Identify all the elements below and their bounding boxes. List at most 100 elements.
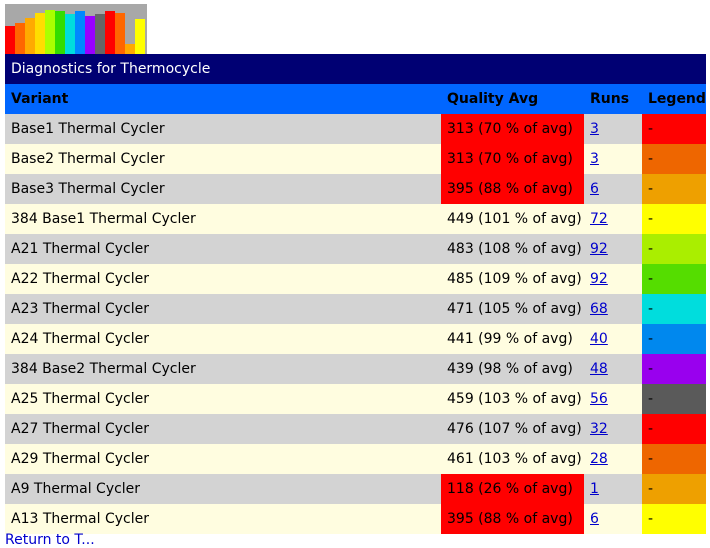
runs-link[interactable]: 3 [590,121,599,137]
variant-cell: 384 Base2 Thermal Cycler [5,354,441,384]
variant-cell: Base2 Thermal Cycler [5,144,441,174]
runs-cell: 40 [584,324,642,354]
logo-bar [85,16,95,54]
quality-avg-cell: 395 (88 % of avg) [441,504,584,534]
runs-cell: 3 [584,114,642,144]
legend-swatch: - [642,324,706,354]
runs-link[interactable]: 68 [590,301,608,317]
quality-avg-cell: 485 (109 % of avg) [441,264,584,294]
runs-link[interactable]: 48 [590,361,608,377]
return-link[interactable]: Return to T... [5,532,95,548]
variant-cell: A23 Thermal Cycler [5,294,441,324]
logo-bar [115,13,125,54]
runs-cell: 92 [584,264,642,294]
runs-link[interactable]: 92 [590,271,608,287]
table-row: A24 Thermal Cycler 441 (99 % of avg) 40 - [5,324,706,354]
runs-link[interactable]: 72 [590,211,608,227]
runs-cell: 6 [584,174,642,204]
logo-bar [55,11,65,54]
variant-cell: A29 Thermal Cycler [5,444,441,474]
runs-link[interactable]: 6 [590,181,599,197]
quality-avg-cell: 461 (103 % of avg) [441,444,584,474]
header-runs: Runs [584,84,642,114]
runs-link[interactable]: 92 [590,241,608,257]
variant-cell: Base1 Thermal Cycler [5,114,441,144]
legend-swatch: - [642,504,706,534]
quality-avg-cell: 118 (26 % of avg) [441,474,584,504]
runs-cell: 28 [584,444,642,474]
runs-cell: 3 [584,144,642,174]
logo-bar [5,26,15,54]
legend-swatch: - [642,474,706,504]
legend-swatch: - [642,294,706,324]
table-row: A29 Thermal Cycler 461 (103 % of avg) 28 - [5,444,706,474]
header-quality-avg: Quality Avg [441,84,584,114]
legend-swatch: - [642,264,706,294]
variant-cell: A13 Thermal Cycler [5,504,441,534]
variant-cell: Base3 Thermal Cycler [5,174,441,204]
table-row: Base3 Thermal Cycler 395 (88 % of avg) 6 - [5,174,706,204]
table-row: 384 Base2 Thermal Cycler 439 (98 % of avg… [5,354,706,384]
runs-cell: 56 [584,384,642,414]
runs-link[interactable]: 40 [590,331,608,347]
quality-avg-cell: 449 (101 % of avg) [441,204,584,234]
logo-bar [25,18,35,54]
logo-bar [135,19,145,54]
variant-cell: A9 Thermal Cycler [5,474,441,504]
runs-cell: 1 [584,474,642,504]
quality-avg-cell: 476 (107 % of avg) [441,414,584,444]
runs-link[interactable]: 3 [590,151,599,167]
runs-cell: 48 [584,354,642,384]
variant-cell: A21 Thermal Cycler [5,234,441,264]
quality-avg-cell: 471 (105 % of avg) [441,294,584,324]
logo-bar [45,10,55,54]
table-row: A27 Thermal Cycler 476 (107 % of avg) 32 - [5,414,706,444]
logo [5,4,147,54]
table-row: A21 Thermal Cycler 483 (108 % of avg) 92 - [5,234,706,264]
logo-bar [35,13,45,54]
runs-link[interactable]: 56 [590,391,608,407]
header-legend: Legend [642,84,706,114]
legend-swatch: - [642,354,706,384]
runs-link[interactable]: 6 [590,511,599,527]
table-row: A23 Thermal Cycler 471 (105 % of avg) 68 - [5,294,706,324]
table-row: Base1 Thermal Cycler 313 (70 % of avg) 3 - [5,114,706,144]
runs-cell: 72 [584,204,642,234]
legend-swatch: - [642,234,706,264]
page-title: Diagnostics for Thermocycle [5,54,706,84]
legend-swatch: - [642,114,706,144]
logo-bar [95,14,105,54]
runs-link[interactable]: 32 [590,421,608,437]
logo-bar [75,11,85,54]
runs-cell: 92 [584,234,642,264]
table-header-row: Variant Quality Avg Runs Legend [5,84,706,114]
runs-link[interactable]: 1 [590,481,599,497]
table-row: Base2 Thermal Cycler 313 (70 % of avg) 3 - [5,144,706,174]
table-row: A25 Thermal Cycler 459 (103 % of avg) 56 - [5,384,706,414]
runs-cell: 32 [584,414,642,444]
logo-bar [125,44,135,54]
legend-swatch: - [642,144,706,174]
runs-cell: 6 [584,504,642,534]
table-row: A9 Thermal Cycler 118 (26 % of avg) 1 - [5,474,706,504]
quality-avg-cell: 439 (98 % of avg) [441,354,584,384]
table-row: A13 Thermal Cycler 395 (88 % of avg) 6 - [5,504,706,534]
runs-cell: 68 [584,294,642,324]
quality-avg-cell: 395 (88 % of avg) [441,174,584,204]
table-row: A22 Thermal Cycler 485 (109 % of avg) 92 - [5,264,706,294]
quality-avg-cell: 441 (99 % of avg) [441,324,584,354]
legend-swatch: - [642,384,706,414]
logo-bar [65,14,75,54]
logo-bar [15,23,25,54]
variant-cell: A25 Thermal Cycler [5,384,441,414]
legend-swatch: - [642,414,706,444]
legend-swatch: - [642,204,706,234]
variant-cell: 384 Base1 Thermal Cycler [5,204,441,234]
legend-swatch: - [642,444,706,474]
legend-swatch: - [642,174,706,204]
diagnostics-table: Variant Quality Avg Runs Legend Base1 Th… [5,84,706,534]
runs-link[interactable]: 28 [590,451,608,467]
variant-cell: A24 Thermal Cycler [5,324,441,354]
quality-avg-cell: 459 (103 % of avg) [441,384,584,414]
table-row: 384 Base1 Thermal Cycler 449 (101 % of av… [5,204,706,234]
